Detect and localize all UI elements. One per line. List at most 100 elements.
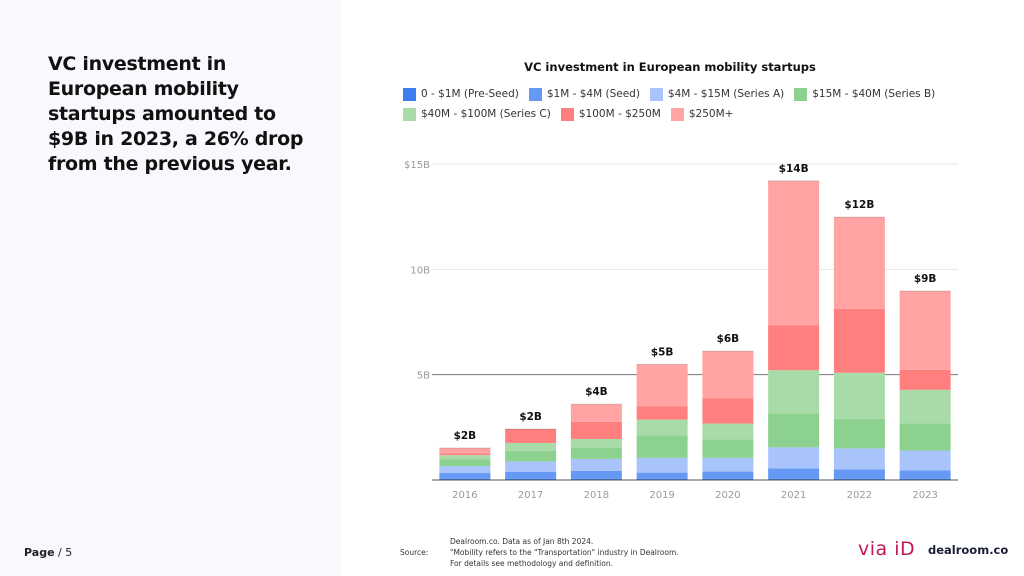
bar-segment: [833, 448, 885, 470]
bar-segment: [570, 470, 622, 479]
bar-total-label: $2B: [519, 411, 542, 423]
bar-segment: [570, 458, 622, 471]
legend-row: 0 - $1M (Pre-Seed) $1M - $4M (Seed) $4M - …: [403, 84, 943, 104]
x-tick-label: 2017: [518, 490, 543, 501]
bar-segment: [899, 369, 951, 390]
bar-segment: [636, 364, 688, 407]
page-label-number: / 5: [54, 546, 73, 559]
legend-item[interactable]: 0 - $1M (Pre-Seed): [403, 87, 519, 101]
legend-item[interactable]: $100M - $250M: [560, 107, 661, 121]
legend-swatch: [560, 107, 574, 121]
bar-segment: [439, 466, 491, 474]
legend-item[interactable]: $40M - $100M (Series C): [403, 107, 551, 121]
bar-segment: [570, 438, 622, 448]
legend-item[interactable]: $4M - $15M (Series A): [649, 87, 785, 101]
bar-segment: [636, 435, 688, 458]
bar-segment: [768, 370, 820, 414]
bar-segment: [439, 447, 491, 454]
legend-label: $40M - $100M (Series C): [421, 108, 551, 120]
bar-total-label: $14B: [779, 163, 809, 175]
legend-swatch: [403, 107, 416, 121]
bar-segment: [439, 459, 491, 467]
legend-label: 0 - $1M (Pre-Seed): [421, 88, 519, 100]
legend-swatch: [403, 87, 416, 101]
bar-segment: [899, 478, 951, 480]
source-label: Source:: [400, 548, 429, 557]
via-id-logo: via iD: [858, 538, 916, 560]
legend-row: $40M - $100M (Series C) $100M - $250M $250…: [403, 104, 943, 124]
bar-segment: [636, 419, 688, 436]
bar-segment: [702, 423, 754, 440]
legend-item[interactable]: $250M+: [670, 107, 734, 121]
bar-segment: [439, 453, 491, 456]
legend-item[interactable]: $15M - $40M (Series B): [794, 87, 936, 101]
headline: VC investment in European mobility start…: [48, 53, 304, 175]
bar-segment: [833, 372, 885, 419]
y-tick-label: 5B: [417, 371, 430, 382]
source-lines: Dealroom.co. Data as of Jan 8th 2024. "M…: [450, 536, 710, 569]
bar-segment: [636, 472, 688, 479]
bar-segment: [636, 478, 688, 480]
bar-segment: [702, 457, 754, 472]
chart-title: VC investment in European mobility start…: [524, 60, 816, 74]
bar-segment: [505, 478, 557, 480]
x-tick-label: 2018: [584, 490, 609, 501]
bar-segment: [899, 450, 951, 471]
bar-segment: [439, 473, 491, 479]
bar-segment: [899, 389, 951, 424]
page-label-bold: Page: [24, 546, 55, 559]
bar-segment: [505, 461, 557, 472]
bar-segment: [505, 442, 557, 451]
legend-label: $4M - $15M (Series A): [667, 88, 785, 100]
page-indicator: Page / 5: [24, 546, 72, 559]
y-tick-label: $15B: [404, 160, 430, 171]
bar-total-label: $2B: [454, 430, 477, 442]
bar-segment: [505, 471, 557, 479]
bar-segment: [570, 447, 622, 459]
left-panel: [0, 0, 341, 576]
bar-segment: [768, 468, 820, 479]
x-tick-label: 2021: [781, 490, 806, 501]
bar-total-label: $9B: [914, 273, 937, 285]
bar-segment: [768, 180, 820, 326]
bar-total-label: $4B: [585, 386, 608, 398]
legend-swatch: [794, 87, 808, 101]
bar-segment: [899, 470, 951, 479]
x-tick-label: 2016: [452, 490, 477, 501]
bar-segment: [768, 447, 820, 469]
bar-segment: [505, 429, 557, 443]
bar-segment: [505, 450, 557, 462]
source-line: For details see methodology and definiti…: [450, 559, 613, 568]
legend-label: $15M - $40M (Series B): [812, 88, 936, 100]
bar-segment: [570, 404, 622, 422]
bar-segment: [899, 291, 951, 370]
source-line: "Mobility refers to the "Transportation"…: [450, 548, 679, 557]
legend-swatch: [649, 87, 663, 101]
bar-segment: [833, 217, 885, 309]
bar-total-label: $6B: [717, 333, 740, 345]
bar-segment: [570, 421, 622, 439]
bar-segment: [833, 308, 885, 373]
bar-segment: [570, 478, 622, 480]
bar-segment: [636, 457, 688, 473]
bar-segment: [702, 439, 754, 458]
bar-total-label: $5B: [651, 346, 674, 358]
legend-swatch: [670, 107, 684, 121]
legend-swatch: [528, 87, 542, 101]
bar-segment: [702, 478, 754, 480]
bar-segment: [702, 351, 754, 399]
bar-segment: [439, 478, 491, 480]
x-tick-label: 2022: [847, 490, 872, 501]
legend-label: $100M - $250M: [578, 108, 661, 120]
bar-segment: [768, 413, 820, 448]
bar-total-label: $12B: [844, 199, 874, 211]
x-tick-label: 2020: [715, 490, 740, 501]
bar-segment: [768, 478, 820, 480]
legend-label: $250M+: [688, 108, 734, 120]
x-tick-label: 2019: [649, 490, 674, 501]
legend-item[interactable]: $1M - $4M (Seed): [528, 87, 640, 101]
bar-segment: [833, 478, 885, 480]
y-tick-label: 10B: [410, 265, 430, 276]
bar-segment: [439, 455, 491, 460]
